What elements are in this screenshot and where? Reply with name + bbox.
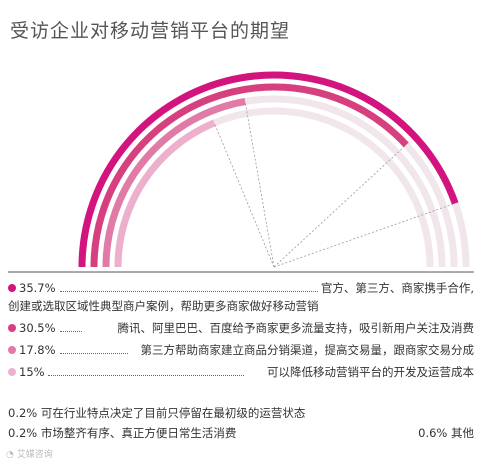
arc-bar-3 [102, 98, 246, 268]
legend-value-2: 30.5% [19, 321, 56, 335]
legend-dot-1 [8, 284, 16, 292]
radial-bar-chart [8, 71, 474, 273]
legend-item-2: 30.5% 腾讯、阿里巴巴、百度给予商家更多流量支持，吸引新用户关注及消费 [8, 319, 474, 337]
legend-desc-4: 可以降低移动营销平台的开发及运营成本 [267, 365, 474, 379]
arc-end-guide-4 [213, 122, 275, 268]
watermark-logo: ◔ 艾媒咨询 [6, 450, 53, 460]
legend-dot-3 [8, 346, 16, 354]
chart-title: 受访企业对移动营销平台的期望 [10, 20, 291, 42]
legend-desc-1: 官方、第三方、商家携手合作, [320, 281, 474, 295]
arc-end-guide-2 [273, 144, 407, 268]
legend-dot-2 [8, 324, 16, 332]
legend-dot-4 [8, 368, 16, 376]
legend-item-3: 17.8% 第三方帮助商家建立商品分销渠道，提高交易量，跟商家交易分成 [8, 341, 474, 359]
legend: 35.7% 官方、第三方、商家携手合作, 创建或选取区域性典型商户案例，帮助更多… [8, 279, 474, 381]
watermark-text: 艾媒咨询 [16, 450, 53, 460]
legend-value-3: 17.8% [19, 343, 56, 357]
note-row-2: 0.2% 市场整齐有序、真正方便日常生活消费 0.6% 其他 [8, 423, 474, 443]
legend-value-4: 15% [19, 365, 45, 379]
arc-bar-2 [90, 83, 409, 268]
legend-item-4: 15% 可以降低移动营销平台的开发及运营成本 [8, 363, 474, 381]
leader-line-4 [48, 375, 244, 376]
arc-end-guide-3 [244, 101, 275, 268]
note-text-2: 0.2% 市场整齐有序、真正方便日常生活消费 [8, 426, 237, 440]
leader-line-2 [60, 331, 82, 332]
legend-item-1: 35.7% 官方、第三方、商家携手合作, [8, 279, 474, 297]
note-text-other: 0.6% 其他 [418, 426, 474, 440]
legend-value-1: 35.7% [19, 281, 56, 295]
arc-bar-4 [114, 119, 216, 268]
leader-line-3 [60, 353, 128, 354]
legend-desc-2: 腾讯、阿里巴巴、百度给予商家更多流量支持，吸引新用户关注及消费 [117, 321, 475, 335]
note-row-1: 0.2% 可在行业特点决定了目前只停留在最初级的运营状态 [8, 403, 474, 423]
note-text-1: 0.2% 可在行业特点决定了目前只停留在最初级的运营状态 [8, 406, 306, 420]
arc-track-3 [102, 95, 446, 268]
legend-desc-1-continued: 创建或选取区域性典型商户案例，帮助更多商家做好移动营销 [8, 299, 319, 313]
leader-line-1 [60, 291, 318, 292]
legend-desc-3: 第三方帮助商家建立商品分销渠道，提高交易量，跟商家交易分成 [140, 343, 475, 357]
arc-track-4 [114, 107, 434, 268]
other-responses: 0.2% 可在行业特点决定了目前只停留在最初级的运营状态 0.2% 市场整齐有序… [8, 403, 474, 443]
arc-bar-1 [78, 71, 459, 268]
